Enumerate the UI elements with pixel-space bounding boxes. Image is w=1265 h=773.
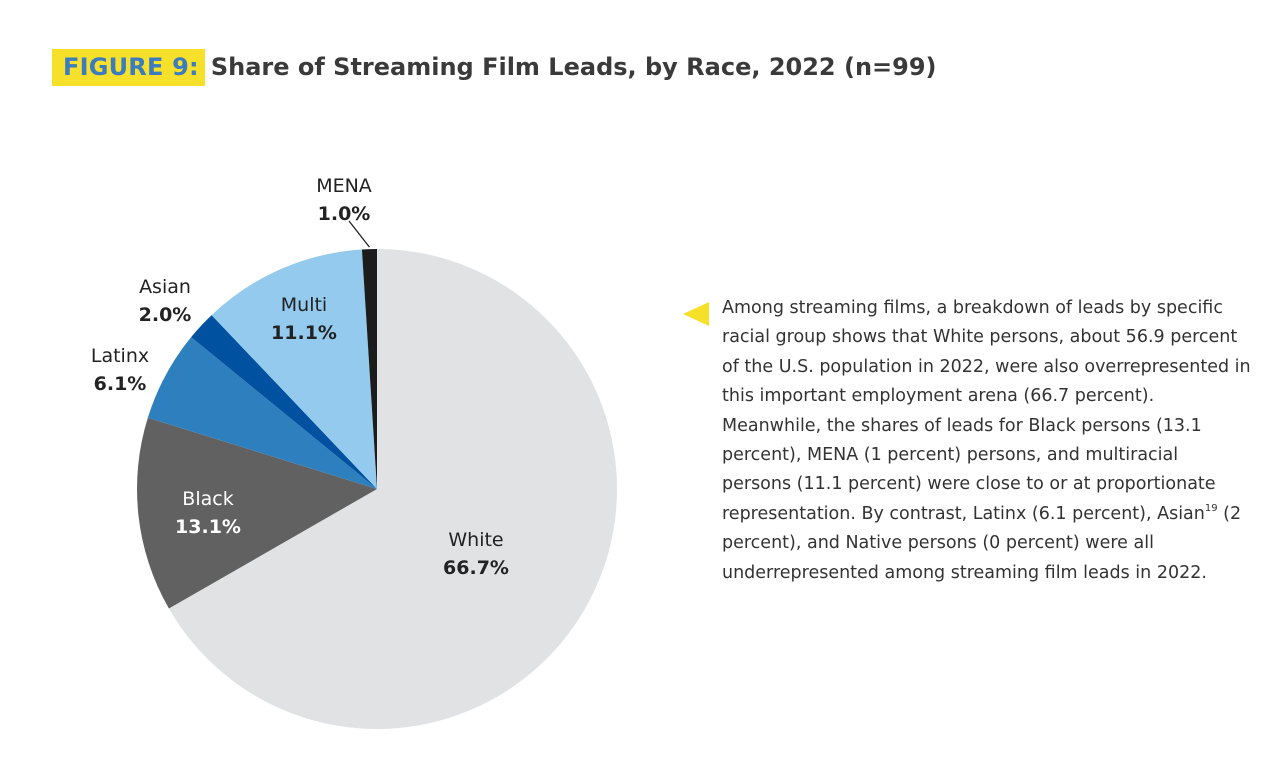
- pie-slice-latinx: [147, 337, 377, 489]
- pie-slice-black: [136, 417, 377, 609]
- commentary-text: Among streaming films, a breakdown of le…: [722, 294, 1252, 588]
- pie-slice-mena: [361, 249, 377, 489]
- pie-slices: [136, 249, 617, 729]
- figure-title: Share of Streaming Film Leads, by Race, …: [210, 53, 937, 81]
- slice-value-asian: 2.0%: [139, 304, 192, 326]
- slice-label-white: White: [448, 529, 503, 551]
- pie-labels: White 66.7% Black 13.1% Latinx 6.1% Asian 2.0% M…: [91, 175, 509, 579]
- slice-value-latinx: 6.1%: [94, 373, 147, 395]
- commentary-body-end: (2 percent), and Native persons (0 perce…: [722, 503, 1242, 583]
- slice-value-white: 66.7%: [443, 557, 509, 579]
- slice-value-multi: 11.1%: [271, 322, 337, 344]
- pie-slice-multi: [211, 249, 377, 489]
- pointer-triangle-icon: [683, 302, 709, 326]
- figure-number-tag: FIGURE 9:: [52, 48, 205, 86]
- slice-value-mena: 1.0%: [318, 203, 371, 225]
- commentary-body: Among streaming films, a breakdown of le…: [722, 298, 1251, 524]
- slice-label-black: Black: [182, 488, 233, 510]
- slice-label-multi: Multi: [281, 294, 327, 316]
- slice-label-asian: Asian: [139, 276, 191, 298]
- pie-slice-asian: [191, 315, 377, 489]
- slice-label-latinx: Latinx: [91, 345, 149, 367]
- slice-label-mena: MENA: [316, 175, 372, 197]
- footnote-marker: 19: [1204, 502, 1218, 514]
- slice-value-black: 13.1%: [175, 516, 241, 538]
- figure-title-row: FIGURE 9: Share of Streaming Film Leads,…: [52, 47, 937, 87]
- pie-slice-white: [168, 249, 617, 729]
- leader-line-mena: [348, 220, 370, 248]
